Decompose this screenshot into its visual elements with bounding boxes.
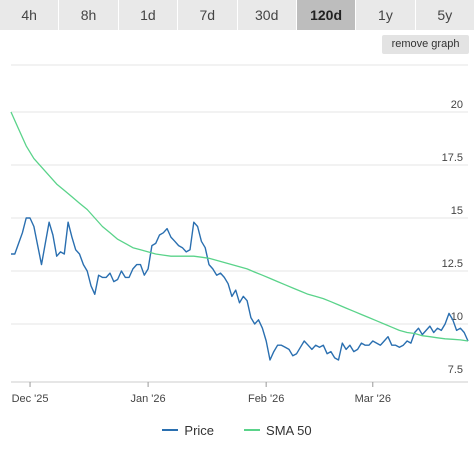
range-button-1d[interactable]: 1d	[118, 0, 179, 30]
time-range-selector: 4h 8h 1d 7d 30d 120d 1y 5y	[0, 0, 474, 30]
range-button-8h[interactable]: 8h	[59, 0, 119, 30]
x-tick-label: Mar '26	[355, 393, 391, 405]
y-tick-label: 20	[451, 99, 463, 111]
range-button-120d[interactable]: 120d	[296, 0, 357, 30]
legend-item-sma[interactable]: SMA 50	[244, 423, 312, 438]
range-button-4h[interactable]: 4h	[0, 0, 60, 30]
legend-label-sma: SMA 50	[266, 422, 312, 438]
legend-swatch-sma	[244, 429, 261, 431]
remove-graph-button[interactable]: remove graph	[382, 35, 469, 54]
legend-swatch-price	[162, 429, 179, 431]
legend-label-price: Price	[184, 422, 215, 438]
range-button-7d[interactable]: 7d	[178, 0, 238, 30]
y-tick-label: 15	[451, 205, 463, 217]
price-chart: 20 17.5 15 12.5 10 7.5 Dec '25 Jan '26 Feb '26 Ma…	[10, 64, 469, 405]
sma-50-line	[10, 111, 469, 342]
chart-legend: Price SMA 50	[0, 420, 474, 440]
x-tick-label: Dec '25	[12, 393, 49, 405]
range-button-1y[interactable]: 1y	[356, 0, 416, 30]
x-tick-label: Feb '26	[248, 393, 284, 405]
y-tick-label: 17.5	[442, 152, 463, 164]
y-tick-label: 7.5	[448, 364, 463, 376]
legend-item-price[interactable]: Price	[162, 423, 214, 438]
y-tick-label: 10	[451, 311, 463, 323]
x-tick-label: Jan '26	[131, 393, 166, 405]
price-line	[11, 217, 469, 361]
range-button-30d[interactable]: 30d	[237, 0, 297, 30]
y-tick-label: 12.5	[442, 258, 463, 270]
range-button-5y[interactable]: 5y	[415, 0, 474, 30]
